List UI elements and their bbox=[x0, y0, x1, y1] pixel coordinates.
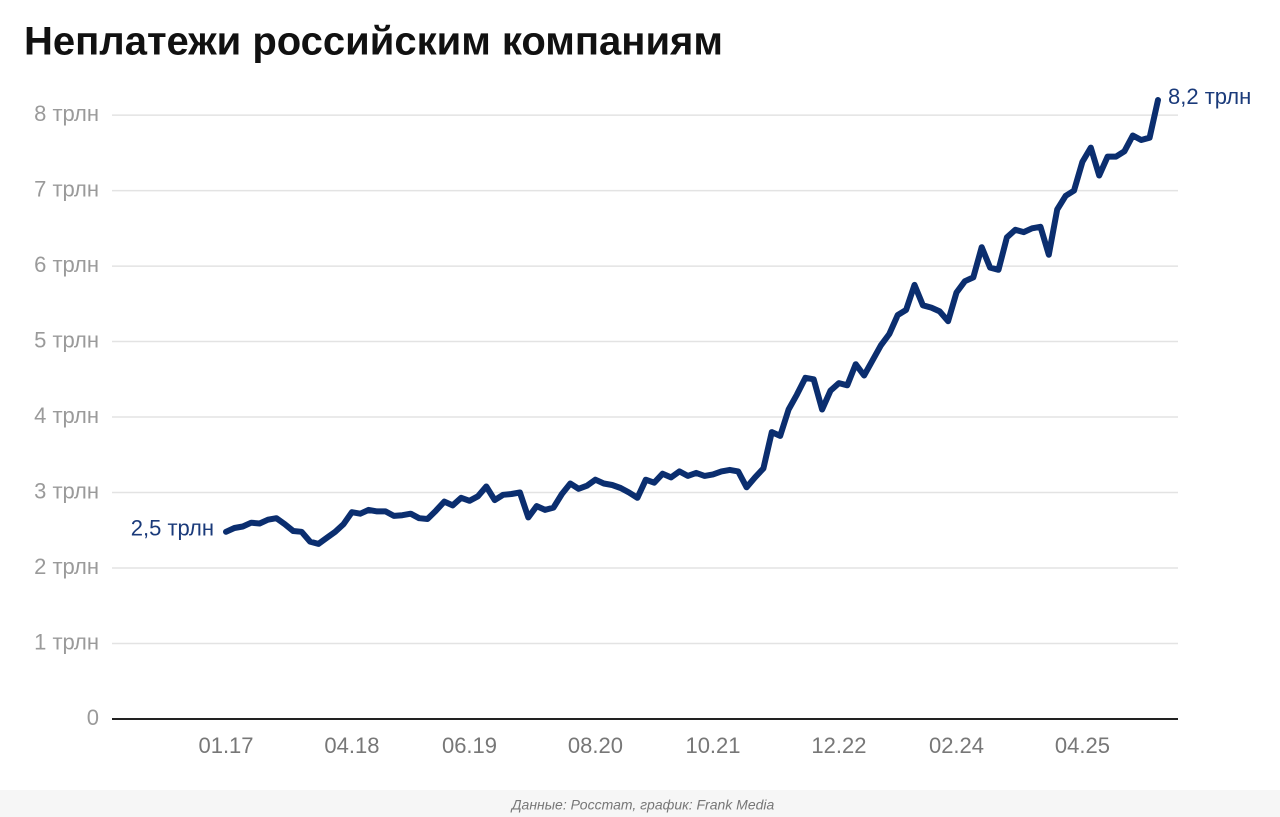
x-tick-label: 08.20 bbox=[568, 733, 623, 758]
y-tick-label: 0 bbox=[87, 705, 99, 730]
y-tick-label: 7 трлн bbox=[34, 176, 99, 201]
value-label: 2,5 трлн bbox=[131, 516, 214, 541]
chart-title: Неплатежи российским компаниям bbox=[24, 20, 723, 64]
y-tick-label: 1 трлн bbox=[34, 629, 99, 654]
y-tick-label: 4 трлн bbox=[34, 403, 99, 428]
x-tick-label: 04.25 bbox=[1055, 733, 1110, 758]
source-note: Данные: Росстат, график: Frank Media bbox=[510, 797, 775, 813]
x-tick-label: 02.24 bbox=[929, 733, 984, 758]
data-line bbox=[223, 97, 1161, 547]
y-tick-label: 2 трлн bbox=[34, 554, 99, 579]
y-tick-label: 6 трлн bbox=[34, 252, 99, 277]
x-tick-label: 06.19 bbox=[442, 733, 497, 758]
x-tick-label: 01.17 bbox=[198, 733, 253, 758]
y-tick-label: 5 трлн bbox=[34, 327, 99, 352]
x-tick-label: 12.22 bbox=[811, 733, 866, 758]
value-label: 8,2 трлн bbox=[1168, 84, 1251, 109]
y-tick-label: 3 трлн bbox=[34, 478, 99, 503]
x-tick-label: 04.18 bbox=[324, 733, 379, 758]
footer-band bbox=[0, 790, 1280, 817]
y-tick-label: 8 трлн bbox=[34, 101, 99, 126]
x-tick-label: 10.21 bbox=[685, 733, 740, 758]
